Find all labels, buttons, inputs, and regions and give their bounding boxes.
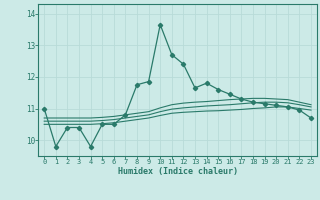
X-axis label: Humidex (Indice chaleur): Humidex (Indice chaleur) (118, 167, 238, 176)
